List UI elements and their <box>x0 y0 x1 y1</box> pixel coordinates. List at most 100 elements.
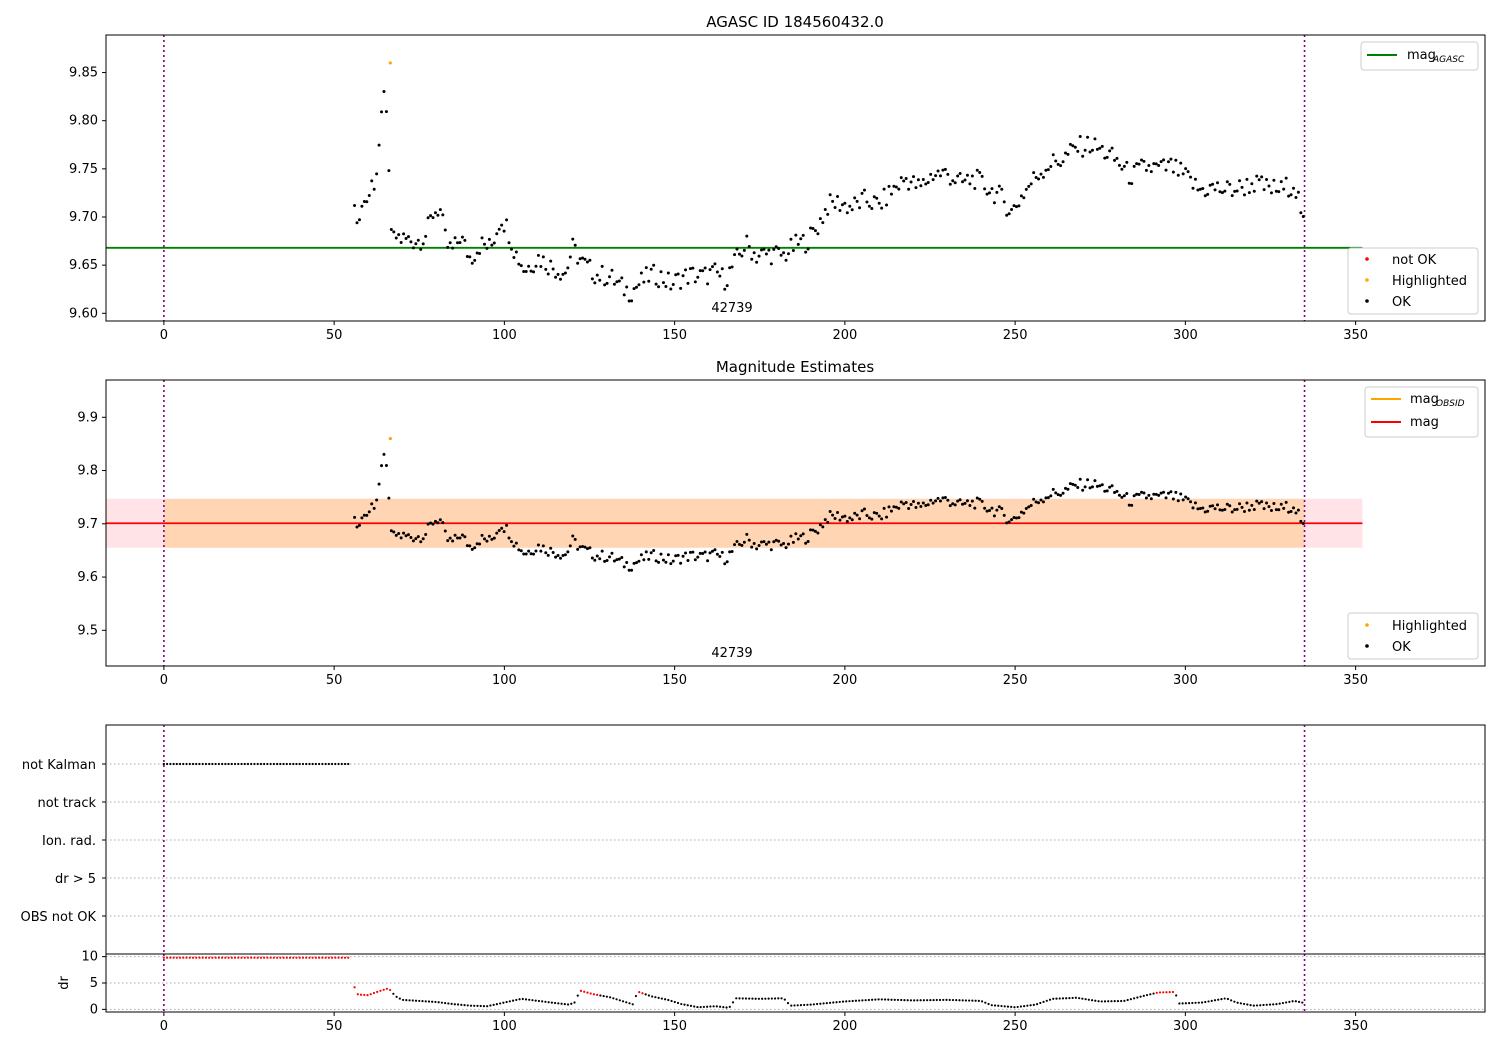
ok-point <box>465 255 469 259</box>
ok-point <box>880 206 884 210</box>
ok-point <box>686 558 690 562</box>
dr-ok-point <box>1281 1001 1285 1005</box>
ok-point <box>502 530 506 534</box>
dr-ok-point <box>1239 1002 1242 1005</box>
dr-not-ok-point <box>308 956 311 959</box>
dr-ok-point <box>547 1001 550 1004</box>
ok-point <box>1017 516 1021 520</box>
ok-point <box>603 559 607 563</box>
ok-point <box>897 187 901 191</box>
dr-ok-point <box>877 998 880 1001</box>
ok-point <box>1233 508 1237 512</box>
dr-ok-point <box>628 1002 631 1005</box>
ok-point <box>649 551 653 555</box>
ok-point <box>1235 507 1239 511</box>
ok-point <box>1252 508 1256 512</box>
dr-ok-point <box>1275 1003 1278 1006</box>
ok-point <box>1220 508 1224 512</box>
ok-point <box>492 241 496 245</box>
not-kalman-point <box>347 762 350 766</box>
ok-point <box>733 543 737 547</box>
ok-point <box>877 201 881 205</box>
ok-point <box>615 280 619 284</box>
ok-point <box>1171 497 1175 501</box>
ok-point <box>1125 492 1129 496</box>
dr-not-ok-point <box>363 993 366 997</box>
ok-point <box>566 266 570 270</box>
ok-point <box>723 562 727 566</box>
ok-point <box>1083 485 1087 489</box>
p1-xtick-label: 300 <box>1173 328 1198 343</box>
dr-ok-point <box>832 1001 835 1004</box>
dr-not-ok-point <box>305 956 308 959</box>
ok-point <box>943 167 947 171</box>
ok-point <box>774 245 778 249</box>
ok-point <box>865 513 869 517</box>
ok-point <box>1100 144 1104 148</box>
ok-point <box>1066 152 1070 156</box>
ok-point <box>926 503 930 507</box>
ok-point <box>1252 189 1256 193</box>
ok-point <box>698 269 702 273</box>
ok-point <box>938 499 942 503</box>
dr-not-ok-point <box>586 991 589 994</box>
ok-point <box>1181 172 1185 176</box>
dr-not-ok-point <box>292 956 295 959</box>
ok-point <box>470 261 474 265</box>
dr-not-ok-point <box>369 993 372 996</box>
dr-not-ok-point <box>259 956 263 959</box>
dr-ok-point <box>1194 1001 1197 1004</box>
dr-ok-point <box>951 998 955 1002</box>
dr-ok-point <box>1184 1002 1187 1005</box>
not-kalman-point <box>162 762 165 766</box>
not-kalman-point <box>318 762 321 766</box>
dr-ok-point <box>1129 998 1132 1001</box>
ok-point <box>497 227 501 231</box>
ok-point <box>1120 495 1124 499</box>
dr-ok-point <box>809 1003 812 1006</box>
ok-point <box>872 195 876 199</box>
dr-ok-point <box>861 999 864 1002</box>
ok-point <box>387 496 391 500</box>
ok-point <box>1064 486 1068 490</box>
dr-ok-point <box>1145 993 1149 997</box>
dr-ok-point <box>770 997 773 1000</box>
ok-point <box>617 557 621 561</box>
ok-point <box>475 251 479 255</box>
ok-point <box>1110 484 1114 488</box>
ok-point <box>1002 513 1006 517</box>
p1-xtick-label: 200 <box>832 328 857 343</box>
ok-point <box>568 255 572 259</box>
not-kalman-point <box>230 762 233 766</box>
ok-point <box>1186 497 1190 501</box>
ok-point <box>647 279 651 283</box>
ok-point <box>767 248 771 252</box>
ok-point <box>387 169 391 173</box>
ok-point <box>907 506 911 510</box>
ok-point <box>585 547 589 551</box>
ok-point <box>742 540 746 544</box>
dr-not-ok-point <box>1171 990 1175 994</box>
dr-ok-point <box>880 998 883 1001</box>
ok-point <box>657 560 661 564</box>
ok-point <box>524 552 528 556</box>
ok-point <box>961 502 965 506</box>
ok-point <box>1257 501 1261 505</box>
ok-point <box>384 464 388 468</box>
dr-ok-point <box>980 1000 984 1003</box>
dr-ok-point <box>754 997 757 1000</box>
ok-point <box>644 266 648 270</box>
ok-point <box>406 533 410 537</box>
ok-point <box>532 270 536 274</box>
ok-point <box>554 555 558 559</box>
dr-ok-point <box>916 999 919 1002</box>
ok-point <box>796 537 800 541</box>
ok-point <box>1184 167 1188 171</box>
ok-point <box>821 525 825 529</box>
ok-point <box>380 464 384 468</box>
ok-point <box>1284 176 1288 180</box>
ok-point <box>1179 492 1183 496</box>
ok-point <box>583 545 587 549</box>
dr-not-ok-point <box>385 987 389 990</box>
